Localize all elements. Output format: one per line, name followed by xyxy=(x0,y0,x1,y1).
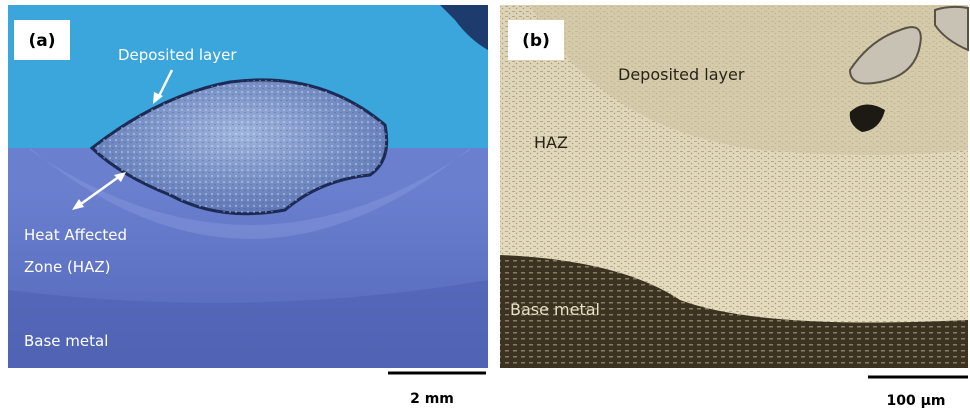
annotation: Base metal xyxy=(24,332,108,350)
scale-label: 100 µm xyxy=(887,393,946,409)
annotation: Base metal xyxy=(510,300,600,319)
panel-b: (b) Deposited layer HAZ Base metal xyxy=(500,5,968,368)
annotation: Heat Affected xyxy=(24,226,127,244)
scale-label: 2 mm xyxy=(410,391,454,407)
annotation: Zone (HAZ) xyxy=(24,258,110,276)
panel-label: (b) xyxy=(522,31,550,51)
annotation: Deposited layer xyxy=(118,46,237,64)
panel-label: (a) xyxy=(28,31,55,51)
annotation: HAZ xyxy=(534,133,568,152)
figure: (a) Deposited layer Heat Affected Zone (… xyxy=(0,0,970,412)
annotation: Deposited layer xyxy=(618,65,745,84)
panel-a: (a) Deposited layer Heat Affected Zone (… xyxy=(8,5,488,368)
